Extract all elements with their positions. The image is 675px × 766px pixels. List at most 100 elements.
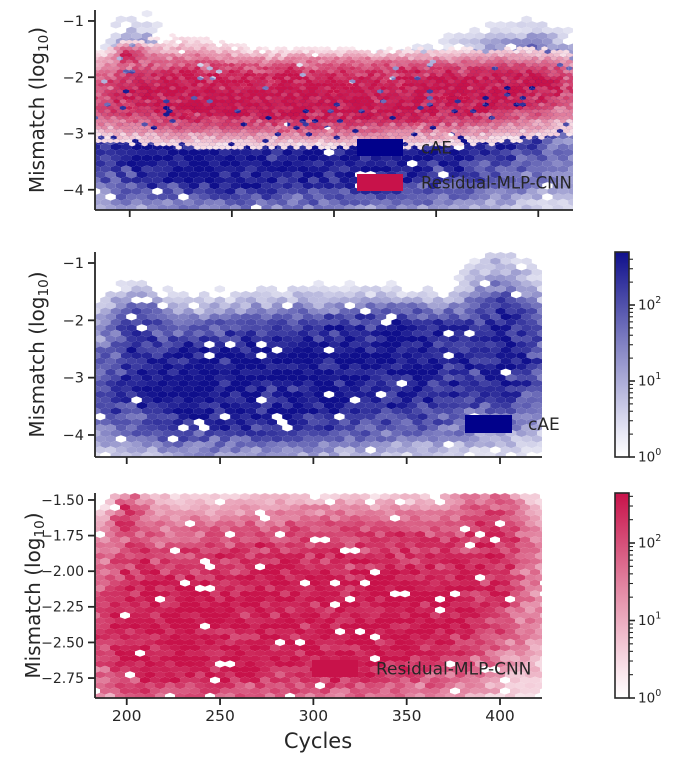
hex-cell (152, 429, 163, 437)
hex-cell (521, 171, 532, 179)
hex-cell (522, 92, 529, 97)
hex-cell (243, 105, 250, 111)
hex-cell (470, 95, 477, 101)
hex-cell (178, 62, 185, 68)
hex-cell (265, 135, 272, 140)
hex-cell (312, 105, 319, 111)
hex-cell (408, 135, 415, 140)
hex-cell (519, 62, 526, 68)
hex-cell (391, 296, 402, 304)
hex-cell (126, 59, 133, 64)
hex-cell (507, 62, 514, 68)
hex-cell (401, 165, 413, 173)
hex-cell (246, 115, 254, 120)
hex-cell (544, 109, 551, 114)
hex-cell (436, 132, 443, 137)
hex-cell (531, 279, 542, 288)
hex-cell (153, 142, 161, 147)
hex-cell (104, 49, 111, 54)
hex-cell (101, 105, 108, 111)
hex-cell (246, 69, 254, 74)
hex-cell (157, 379, 168, 388)
hex-cell (157, 46, 164, 51)
hex-cell (100, 154, 111, 162)
hex-cell (346, 89, 353, 94)
hex-cell (389, 89, 396, 94)
hex-cell (308, 122, 316, 127)
hex-cell (501, 95, 508, 101)
hex-cell (572, 132, 573, 136)
hex-cell (412, 187, 423, 195)
hex-cell (188, 368, 199, 376)
hex-cell (157, 324, 168, 332)
hex-cell (172, 56, 179, 61)
hex-cell (349, 351, 361, 360)
hex-cell (188, 204, 199, 210)
hex-cell (162, 418, 173, 426)
hex-cell (153, 95, 161, 101)
hex-cell (537, 440, 542, 449)
hex-cell (110, 329, 121, 338)
hex-cell (358, 49, 365, 54)
hex-cell (460, 105, 467, 111)
hex-cell (529, 92, 536, 97)
hex-cell (200, 79, 207, 84)
hex-cell (321, 69, 328, 74)
hex-cell (274, 52, 281, 58)
hex-cell (417, 390, 428, 399)
hex-cell (135, 76, 142, 81)
hex-cell (172, 36, 179, 41)
hex-cell (302, 102, 309, 107)
hex-cell (566, 105, 573, 111)
hex-cell (105, 182, 116, 190)
hex-cell (569, 76, 573, 81)
hex-cell (469, 346, 480, 354)
hex-cell (401, 198, 413, 207)
hex-cell (329, 285, 340, 293)
hex-cell (296, 76, 303, 81)
hex-cell (178, 43, 185, 48)
hex-cell (95, 407, 101, 415)
hex-cell (209, 62, 216, 68)
hex-cell (293, 59, 300, 64)
hex-cell (339, 429, 350, 437)
hex-cell (541, 112, 548, 117)
hex-cell (200, 145, 207, 150)
hex-cell (152, 198, 163, 207)
hex-cell (209, 204, 220, 210)
hex-cell (401, 56, 409, 61)
hex-cell (282, 193, 293, 201)
hex-cell (122, 76, 130, 81)
hex-cell (408, 76, 415, 81)
hex-cell (126, 52, 133, 58)
hex-cell (391, 363, 402, 371)
hex-cell (240, 324, 251, 332)
hex-cell (541, 46, 548, 51)
hex-cell (513, 95, 520, 101)
hex-cell (121, 143, 132, 151)
hex-cell (313, 357, 324, 365)
hex-cell (296, 95, 303, 101)
hex-cell (352, 135, 359, 140)
hex-cell (349, 85, 356, 91)
hex-cell (150, 92, 157, 97)
hex-cell (318, 138, 325, 144)
hex-cell (529, 59, 536, 64)
hex-cell (287, 385, 298, 393)
hex-cell (141, 154, 153, 162)
hex-cell (392, 92, 399, 97)
hex-cell (235, 296, 246, 304)
hex-cell (287, 418, 298, 426)
hex-cell (490, 148, 501, 157)
hex-cell (380, 132, 387, 137)
hex-cell (175, 59, 182, 64)
hex-cell (281, 112, 288, 117)
hex-cell (100, 318, 111, 326)
hex-cell (98, 102, 105, 107)
hex-cell (535, 79, 542, 84)
hex-cell (529, 112, 536, 117)
hex-cell (191, 142, 198, 147)
hex-cell (251, 357, 262, 365)
hex-cell (396, 346, 407, 354)
hex-cell (312, 99, 319, 104)
